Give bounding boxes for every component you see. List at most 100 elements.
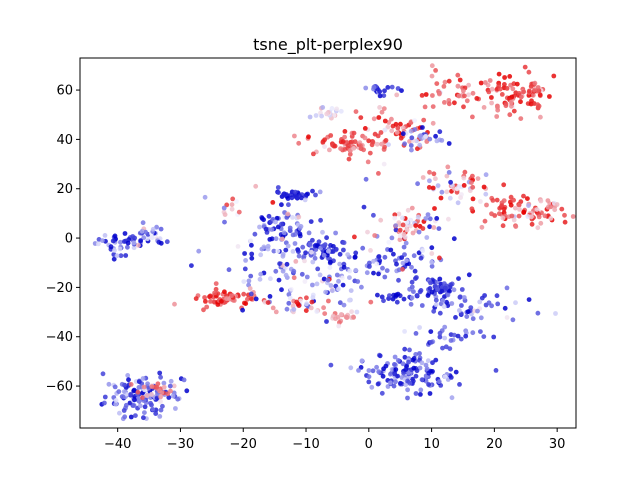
- scatter-point: [429, 63, 435, 69]
- scatter-point: [547, 94, 552, 99]
- scatter-point: [441, 281, 447, 286]
- scatter-point: [384, 268, 390, 273]
- scatter-point: [496, 83, 502, 88]
- y-tick-label: −20: [46, 281, 73, 296]
- scatter-point: [366, 368, 372, 373]
- scatter-point: [393, 227, 399, 233]
- scatter-point: [401, 244, 407, 250]
- scatter-point: [340, 139, 346, 145]
- scatter-point: [457, 77, 463, 83]
- scatter-point: [302, 258, 307, 264]
- scatter-point: [402, 354, 408, 360]
- scatter-point: [368, 299, 374, 305]
- scatter-point: [526, 203, 531, 209]
- scatter-point: [298, 224, 304, 229]
- scatter-point: [158, 374, 164, 380]
- scatter-point: [392, 354, 398, 360]
- scatter-point: [352, 255, 358, 260]
- scatter-point: [102, 233, 108, 238]
- scatter-point: [433, 68, 438, 73]
- scatter-point: [123, 253, 129, 258]
- scatter-point: [509, 213, 515, 219]
- scatter-point: [313, 113, 319, 118]
- scatter-point: [327, 265, 333, 270]
- y-tick-label: −60: [46, 380, 73, 395]
- scatter-point: [402, 252, 407, 257]
- scatter-point: [393, 294, 399, 299]
- scatter-point: [193, 296, 199, 301]
- scatter-point: [381, 161, 387, 167]
- scatter-point: [287, 225, 293, 231]
- scatter-point: [208, 299, 213, 304]
- scatter-point: [481, 105, 487, 110]
- scatter-point: [417, 142, 423, 148]
- scatter-point: [219, 299, 224, 304]
- scatter-point: [462, 169, 468, 175]
- scatter-point: [376, 369, 382, 375]
- scatter-point: [372, 233, 378, 238]
- scatter-point: [448, 179, 453, 185]
- scatter-point: [395, 125, 401, 131]
- scatter-point: [396, 277, 401, 283]
- scatter-point: [483, 80, 488, 85]
- scatter-point: [454, 189, 460, 195]
- scatter-point: [173, 406, 178, 411]
- scatter-point: [125, 244, 130, 250]
- scatter-point: [470, 173, 475, 179]
- scatter-point: [269, 236, 275, 242]
- scatter-point: [379, 141, 384, 147]
- scatter-point: [478, 329, 483, 334]
- scatter-point: [382, 254, 388, 260]
- scatter-point: [367, 150, 373, 156]
- scatter-point: [481, 334, 487, 339]
- scatter-point: [398, 135, 404, 141]
- scatter-point: [334, 272, 340, 278]
- y-axis-ticks: −60 −40 −20 0 20 40 60: [46, 84, 80, 395]
- scatter-point: [265, 300, 271, 305]
- scatter-point: [411, 253, 417, 259]
- scatter-point: [482, 293, 487, 298]
- scatter-point: [378, 217, 384, 223]
- scatter-point: [292, 133, 297, 139]
- scatter-point: [463, 333, 469, 339]
- scatter-point: [548, 216, 554, 221]
- scatter-point: [243, 258, 249, 263]
- scatter-point: [404, 258, 409, 263]
- scatter-point: [382, 274, 388, 280]
- scatter-point: [453, 369, 459, 375]
- scatter-point: [342, 134, 347, 140]
- scatter-point: [150, 235, 155, 241]
- scatter-point: [235, 244, 241, 249]
- scatter-point: [304, 301, 309, 307]
- scatter-point: [429, 289, 435, 295]
- scatter-point: [332, 143, 338, 149]
- scatter-point: [376, 115, 382, 120]
- scatter-point: [409, 284, 415, 290]
- scatter-point: [445, 292, 451, 298]
- scatter-point: [314, 309, 320, 314]
- scatter-point: [371, 270, 376, 276]
- scatter-point: [470, 90, 476, 96]
- scatter-point: [380, 265, 385, 271]
- scatter-point: [478, 80, 484, 86]
- scatter-point: [405, 387, 410, 393]
- scatter-point: [313, 247, 319, 253]
- scatter-point: [409, 264, 414, 270]
- scatter-point: [274, 215, 280, 221]
- scatter-point: [275, 224, 281, 230]
- scatter-point: [314, 281, 320, 287]
- scatter-point: [439, 138, 445, 143]
- scatter-point: [141, 235, 147, 241]
- scatter-point: [388, 247, 394, 253]
- scatter-point: [489, 86, 495, 92]
- scatter-point: [326, 248, 331, 254]
- scatter-point: [358, 115, 364, 120]
- scatter-point: [413, 391, 419, 396]
- scatter-point: [148, 400, 154, 406]
- scatter-point: [395, 358, 401, 363]
- scatter-point: [360, 245, 366, 251]
- scatter-point: [371, 116, 377, 122]
- scatter-point: [516, 91, 522, 96]
- scatter-point: [248, 296, 254, 302]
- scatter-point: [222, 289, 227, 295]
